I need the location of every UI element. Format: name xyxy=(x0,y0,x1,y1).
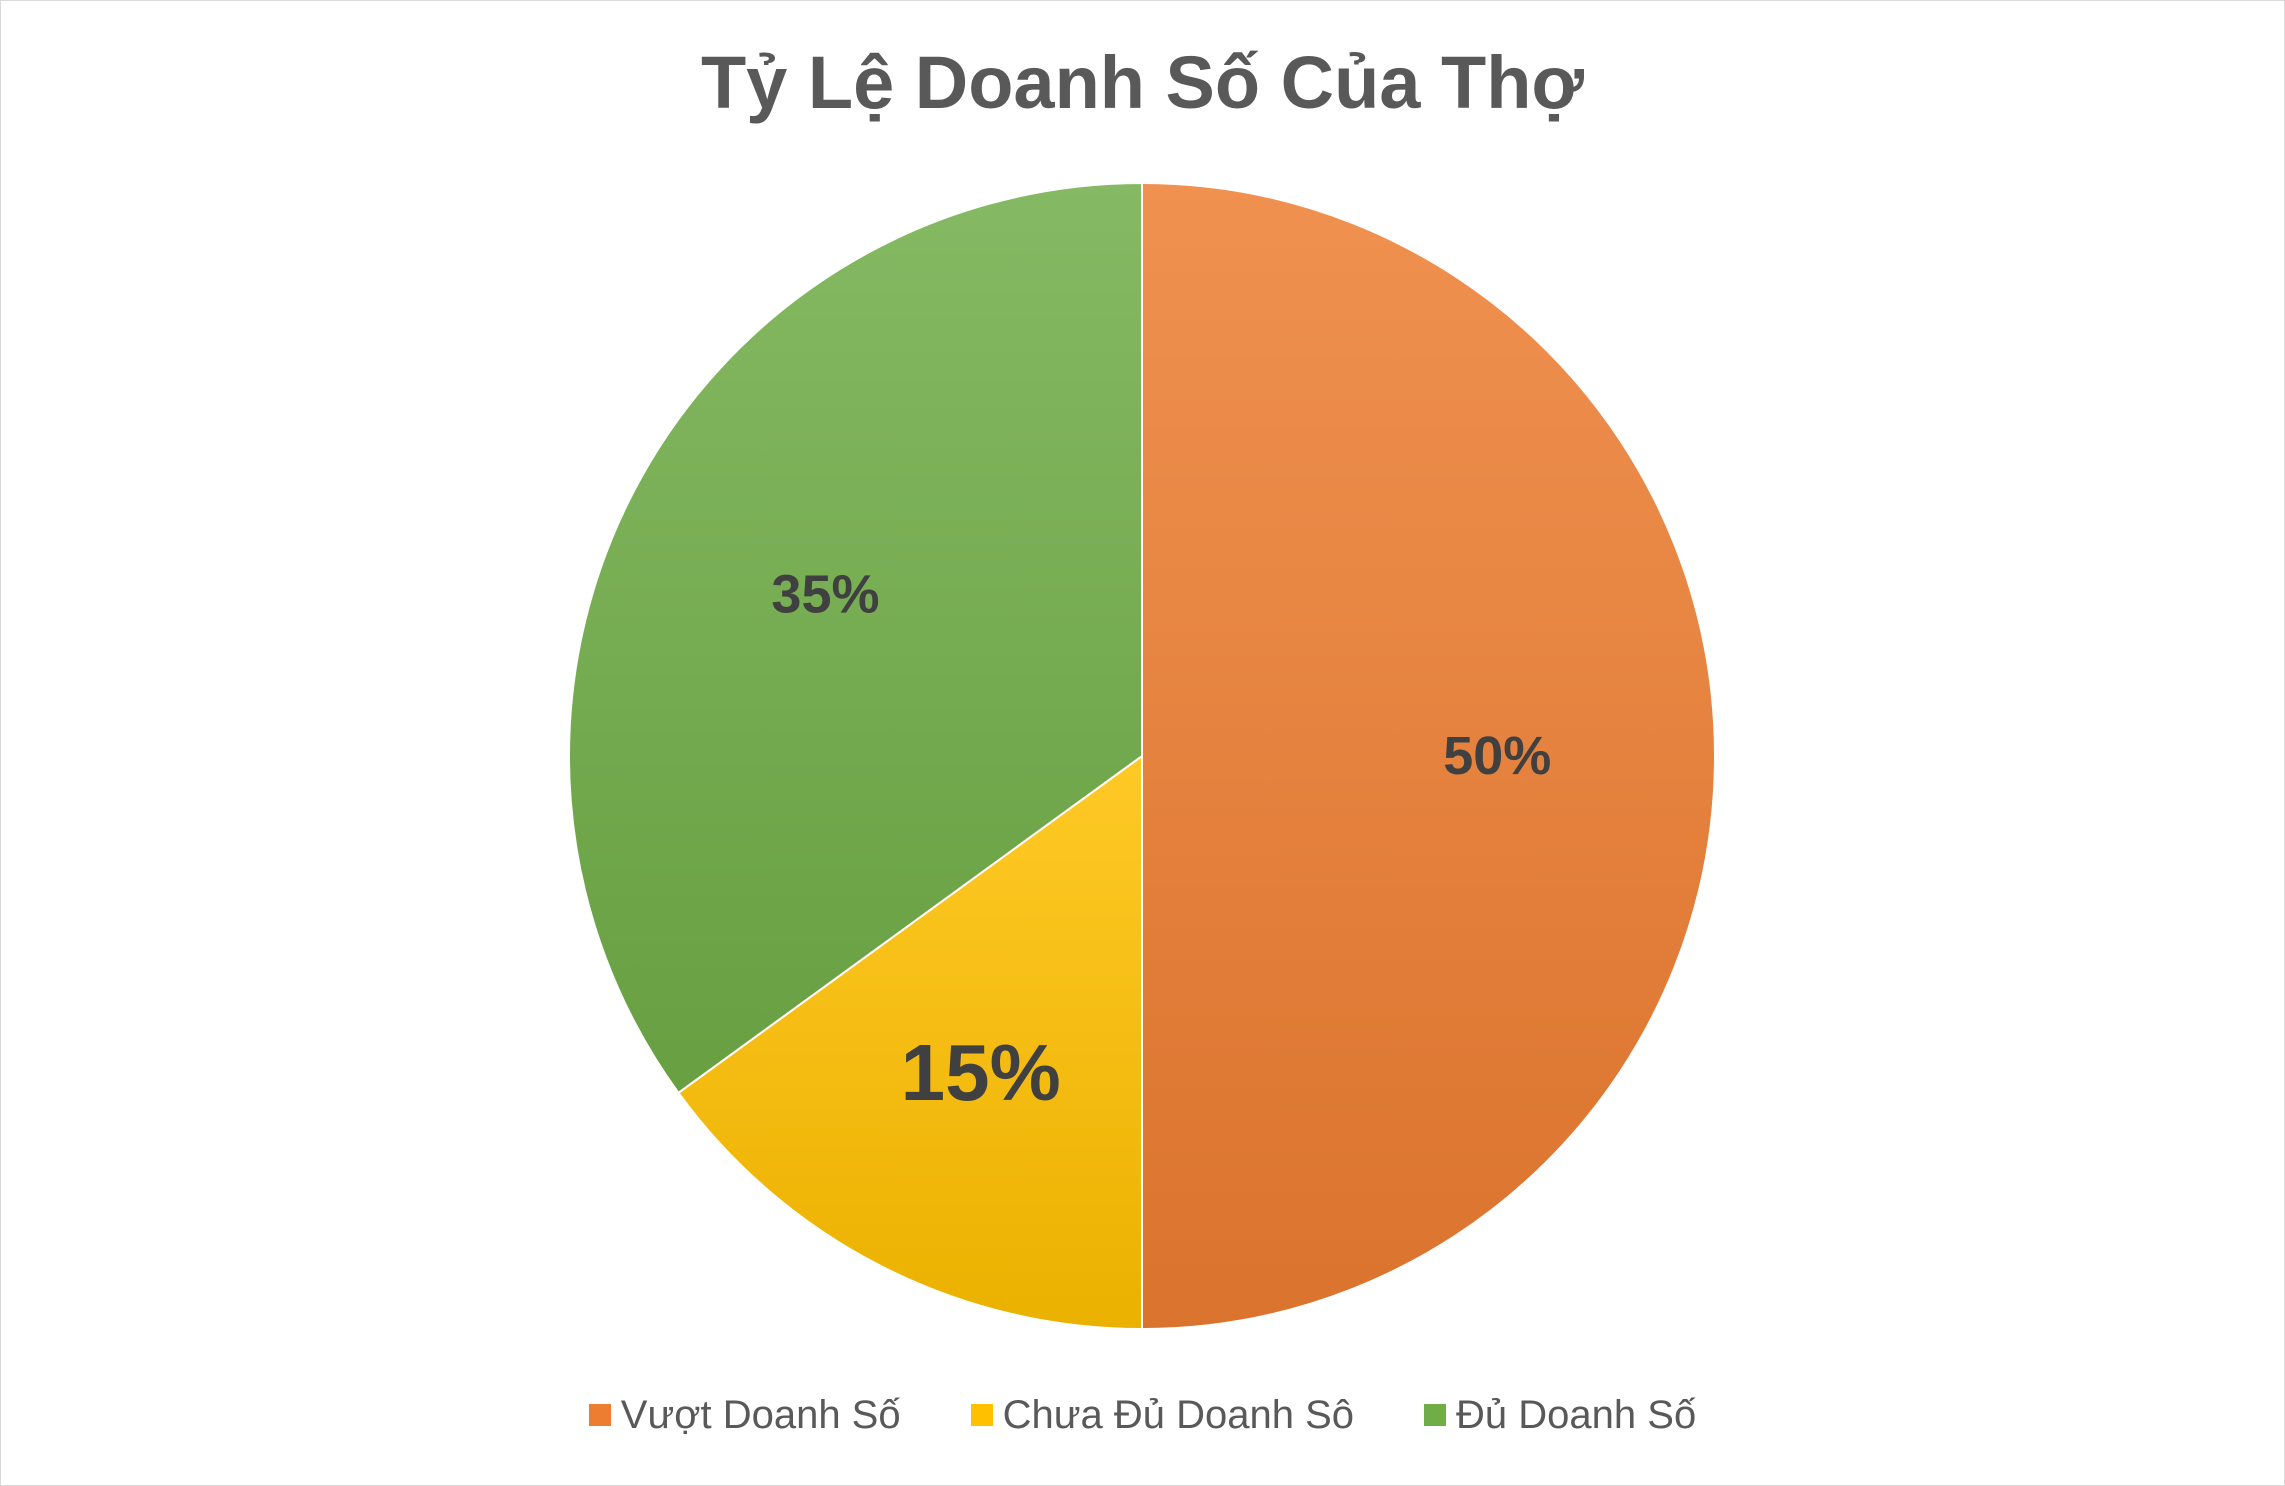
chart-title: Tỷ Lệ Doanh Số Của Thợ xyxy=(700,41,1585,124)
data-label-0: 50% xyxy=(1443,726,1551,786)
pie-slice-1[interactable] xyxy=(677,754,1143,1331)
pie-labels: 50% 15% 35% xyxy=(771,565,1551,1117)
legend-swatch-orange xyxy=(588,1404,611,1426)
data-label-2: 35% xyxy=(771,565,879,625)
pie-slice-2[interactable] xyxy=(568,181,1143,1095)
data-label-1: 15% xyxy=(901,1028,1061,1117)
pie-slice-0[interactable] xyxy=(1141,181,1716,1331)
legend-swatch-green xyxy=(1424,1404,1447,1426)
legend: Vượt Doanh Số Chưa Đủ Doanh Sô Đủ Doanh … xyxy=(0,1385,2285,1445)
legend-label: Đủ Doanh Số xyxy=(1456,1392,1697,1437)
legend-swatch-yellow xyxy=(970,1404,993,1426)
legend-item-du-doanh-so[interactable]: Đủ Doanh Số xyxy=(1424,1393,1696,1438)
legend-item-vuot-doanh-so[interactable]: Vượt Doanh Số xyxy=(588,1392,901,1438)
legend-label: Vượt Doanh Số xyxy=(620,1392,901,1437)
legend-label: Chưa Đủ Doanh Sô xyxy=(1002,1392,1355,1437)
legend-item-chua-du-doanh-so[interactable]: Chưa Đủ Doanh Sô xyxy=(970,1392,1355,1438)
pie-slices xyxy=(568,181,1716,1331)
